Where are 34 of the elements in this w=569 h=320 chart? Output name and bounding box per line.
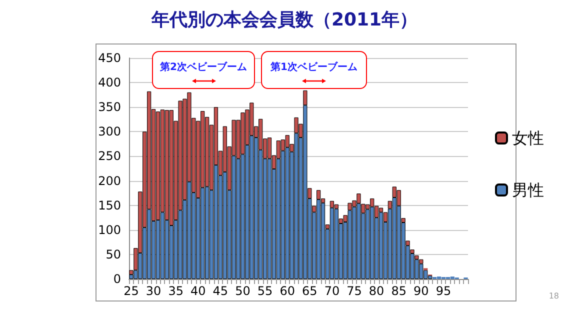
x-tick-label: 80	[368, 284, 384, 298]
y-tick-label: 400	[98, 76, 121, 90]
y-tick-label: 350	[98, 100, 121, 114]
y-tick-label: 100	[98, 222, 121, 237]
callout-box: 第1次ベビーブーム	[261, 51, 367, 89]
y-tick-label: 0	[113, 272, 121, 286]
y-tick-label: 200	[98, 174, 121, 188]
bar	[320, 202, 326, 279]
y-tick-label: 450	[98, 51, 121, 65]
legend-label: 男性	[512, 180, 544, 200]
x-tick-label: 85	[391, 284, 406, 298]
x-tick-label: 40	[190, 284, 206, 298]
x-tick-label: 60	[280, 284, 295, 298]
x-tick-label: 95	[436, 284, 452, 298]
x-tick-label: 75	[346, 284, 362, 298]
y-tick-label: 150	[98, 198, 121, 212]
x-tick-label: 45	[212, 284, 228, 298]
chart-title: 年代別の本会会員数（2011年）	[150, 10, 418, 30]
y-tick-label: 300	[98, 124, 121, 139]
y-tick-label: 250	[98, 149, 121, 164]
x-tick-label: 25	[124, 284, 139, 298]
x-tick-label: 70	[324, 284, 340, 298]
x-tick-label: 55	[257, 284, 273, 298]
x-tick-label: 35	[168, 284, 184, 298]
x-tick-label: 30	[146, 284, 162, 298]
annotation: 第1次ベビーブーム	[270, 60, 358, 74]
x-tick-label: 90	[414, 284, 429, 298]
text: 18	[548, 292, 560, 300]
x-tick-label: 65	[302, 284, 318, 298]
callout-box: 第2次ベビーブーム	[152, 51, 255, 89]
annotation: 第2次ベビーブーム	[159, 60, 248, 74]
y-tick-label: 50	[106, 247, 121, 262]
legend-label: 女性	[512, 128, 544, 148]
x-tick-label: 50	[235, 284, 250, 298]
